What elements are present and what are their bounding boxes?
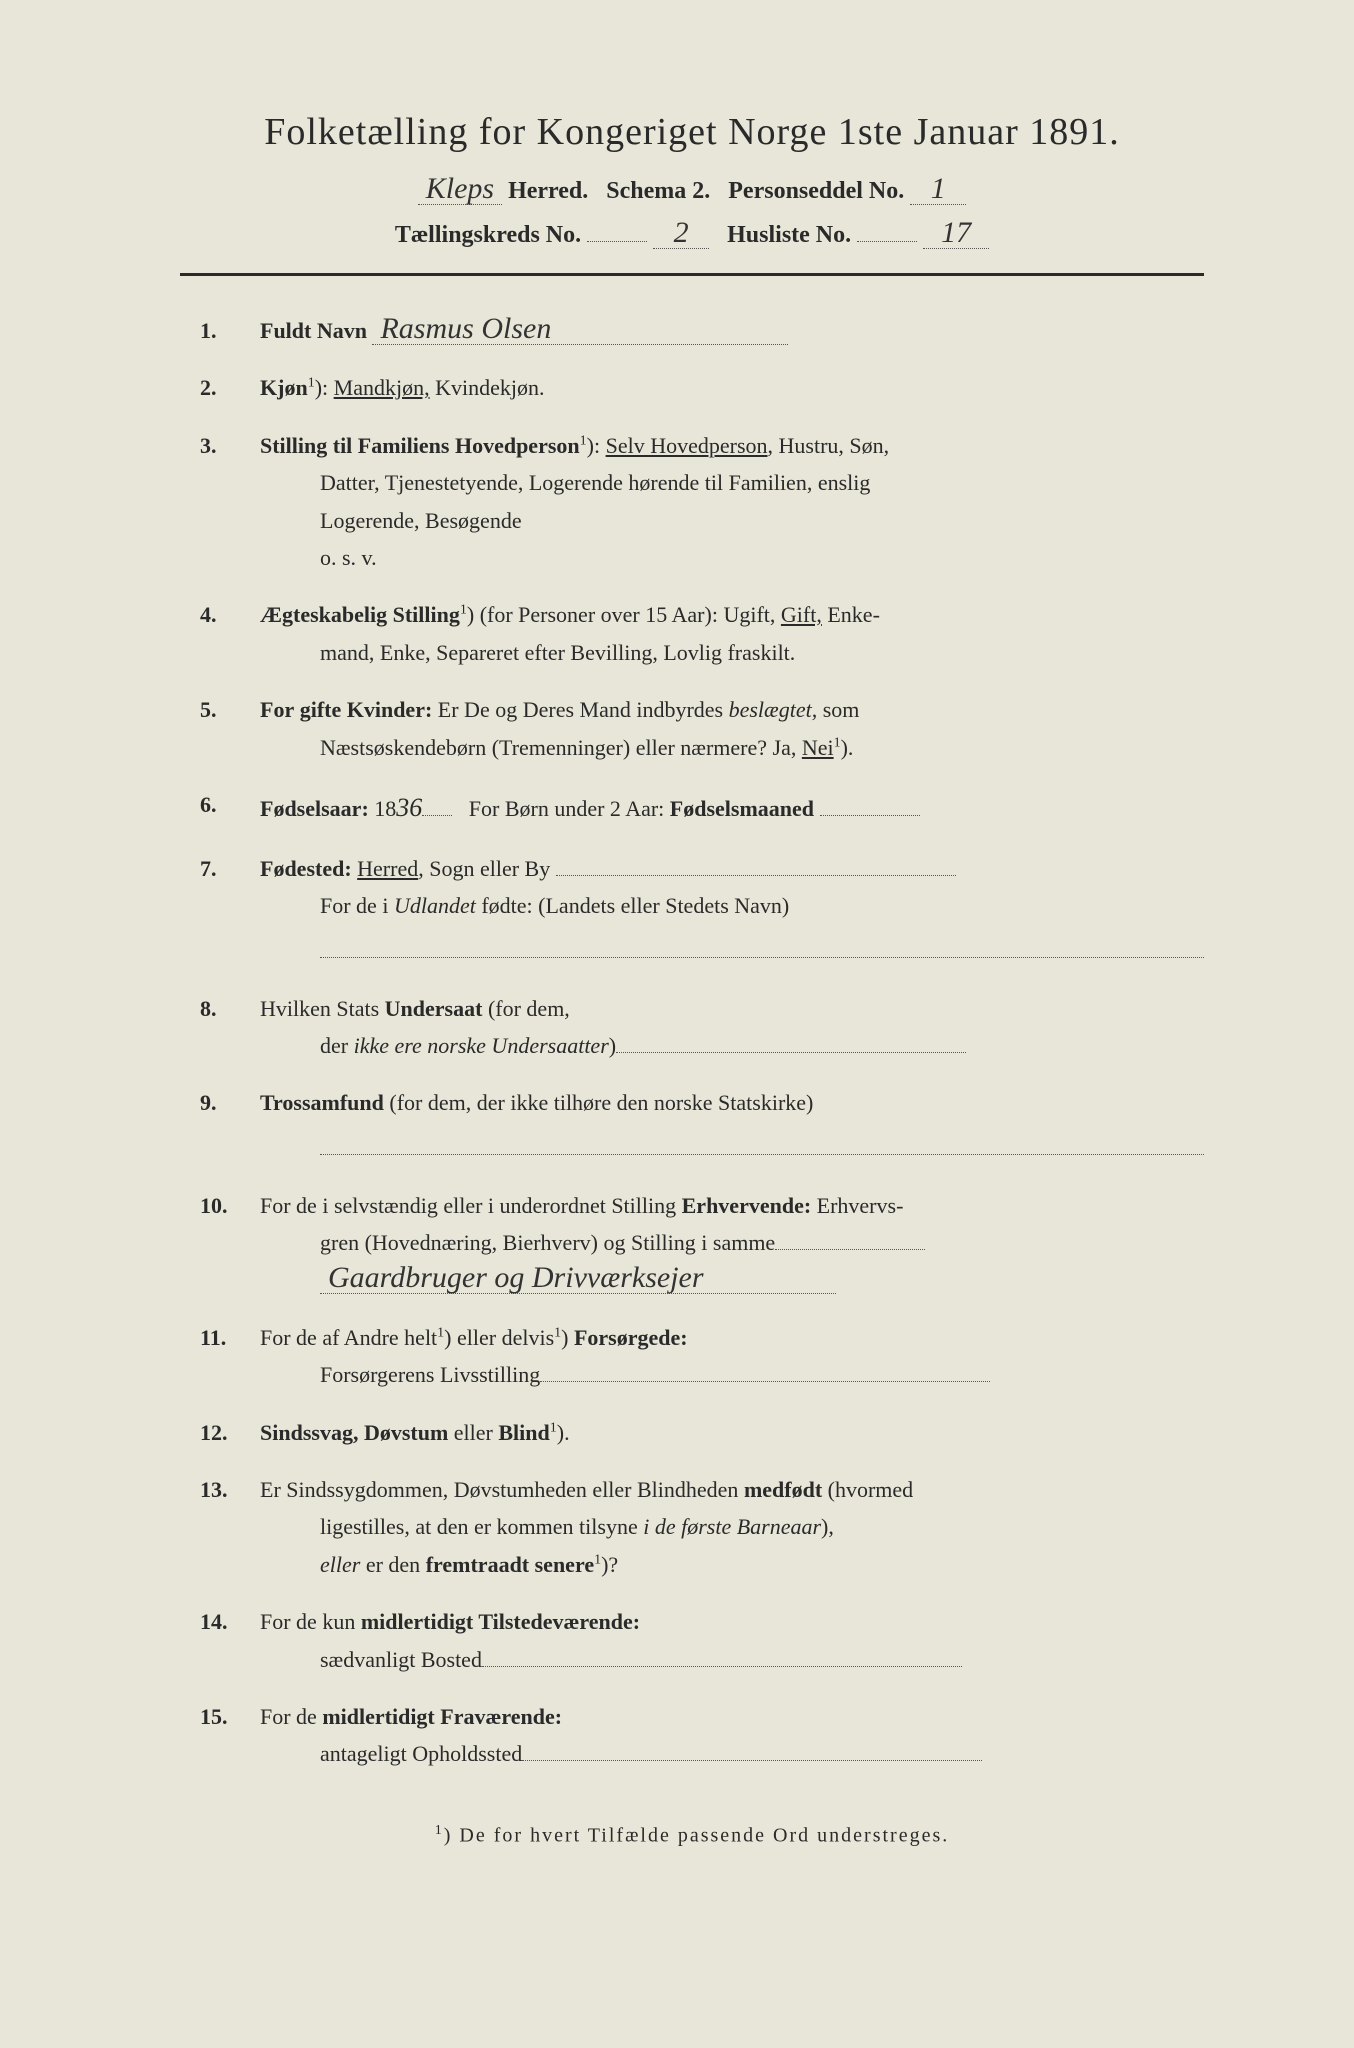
field-3: 3. Stilling til Familiens Hovedperson1):…	[200, 427, 1204, 577]
field-list: 1. Fuldt Navn Rasmus Olsen 2. Kjøn1): Ma…	[180, 312, 1204, 1773]
fodselsaar-label: Fødselsaar:	[260, 796, 369, 821]
field-15: 15. For de midlertidigt Fraværende: anta…	[200, 1698, 1204, 1773]
field-num: 5.	[200, 691, 260, 766]
taellingskreds-label: Tællingskreds No.	[395, 222, 581, 248]
trossamfund-label: Trossamfund	[260, 1090, 384, 1115]
field-num: 8.	[200, 990, 260, 1065]
stilling-label: Stilling til Familiens Hovedperson	[260, 433, 580, 458]
husliste-label: Husliste No.	[727, 222, 851, 248]
field-12: 12. Sindssvag, Døvstum eller Blind1).	[200, 1414, 1204, 1451]
field-num: 11.	[200, 1319, 260, 1394]
field-num: 3.	[200, 427, 260, 577]
field-8: 8. Hvilken Stats Undersaat (for dem, der…	[200, 990, 1204, 1065]
kjon-other: Kvindekjøn.	[435, 375, 544, 400]
footnote: 1) De for hvert Tilfælde passende Ord un…	[180, 1823, 1204, 1848]
aegteskab-label: Ægteskabelig Stilling	[260, 602, 460, 627]
field-num: 10.	[200, 1187, 260, 1299]
stilling-selected: Selv Hovedperson	[606, 433, 768, 458]
header-line-2: Tællingskreds No. 2 Husliste No. 17	[180, 217, 1204, 249]
erhverv-value: Gaardbruger og Drivværksejer	[320, 1263, 836, 1294]
aegteskab-selected: Gift,	[781, 602, 822, 627]
field-5: 5. For gifte Kvinder: Er De og Deres Man…	[200, 691, 1204, 766]
fodselsaar-value: 36	[396, 793, 422, 822]
personseddel-label: Personseddel No.	[728, 178, 904, 204]
field-9: 9. Trossamfund (for dem, der ikke tilhør…	[200, 1084, 1204, 1166]
header-line-1: Kleps Herred. Schema 2. Personseddel No.…	[180, 174, 1204, 205]
fodested-label: Fødested:	[260, 856, 352, 881]
field-14: 14. For de kun midlertidigt Tilstedevære…	[200, 1603, 1204, 1678]
gifte-kvinder-selected: Nei	[802, 735, 834, 760]
field-num: 6.	[200, 786, 260, 830]
herred-label: Herred.	[508, 178, 588, 204]
field-num: 9.	[200, 1084, 260, 1166]
fuldt-navn-value: Rasmus Olsen	[372, 314, 788, 345]
kjon-selected: Mandkjøn,	[334, 375, 430, 400]
field-6: 6. Fødselsaar: 1836 For Børn under 2 Aar…	[200, 786, 1204, 830]
kjon-label: Kjøn	[260, 375, 308, 400]
field-11: 11. For de af Andre helt1) eller delvis1…	[200, 1319, 1204, 1394]
husliste-no: 17	[923, 218, 989, 249]
field-num: 15.	[200, 1698, 260, 1773]
field-1: 1. Fuldt Navn Rasmus Olsen	[200, 312, 1204, 349]
field-num: 12.	[200, 1414, 260, 1451]
field-num: 7.	[200, 850, 260, 970]
field-2: 2. Kjøn1): Mandkjøn, Kvindekjøn.	[200, 369, 1204, 406]
taellingskreds-no: 2	[653, 218, 709, 249]
herred-value: Kleps	[418, 174, 502, 205]
census-form-page: Folketælling for Kongeriget Norge 1ste J…	[0, 0, 1354, 2048]
personseddel-no: 1	[910, 174, 966, 205]
field-num: 14.	[200, 1603, 260, 1678]
field-num: 1.	[200, 312, 260, 349]
schema-label: Schema 2.	[606, 178, 710, 204]
header-divider	[180, 273, 1204, 276]
field-13: 13. Er Sindssygdommen, Døvstumheden elle…	[200, 1471, 1204, 1583]
field-num: 4.	[200, 596, 260, 671]
field-10: 10. For de i selvstændig eller i underor…	[200, 1187, 1204, 1299]
field-num: 2.	[200, 369, 260, 406]
field-7: 7. Fødested: Herred, Sogn eller By For d…	[200, 850, 1204, 970]
field-4: 4. Ægteskabelig Stilling1) (for Personer…	[200, 596, 1204, 671]
field-num: 13.	[200, 1471, 260, 1583]
fodested-selected: Herred	[357, 856, 418, 881]
fuldt-navn-label: Fuldt Navn	[260, 318, 367, 343]
form-title: Folketælling for Kongeriget Norge 1ste J…	[180, 110, 1204, 154]
